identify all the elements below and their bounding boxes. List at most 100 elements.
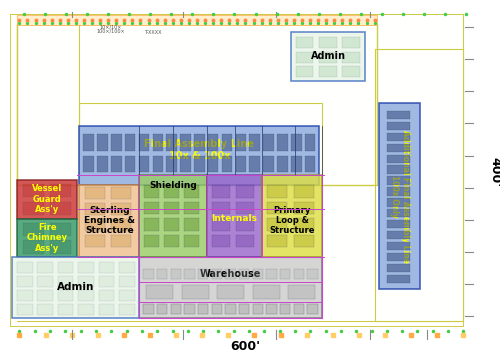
Text: Sterling
Engines &
Structure: Sterling Engines & Structure	[84, 206, 135, 235]
Bar	[277, 156, 287, 172]
Text: 10×/10×: 10×/10×	[100, 25, 122, 30]
Bar	[212, 304, 222, 314]
Bar	[12, 257, 140, 318]
Bar	[184, 185, 200, 198]
Bar	[252, 285, 280, 299]
Bar	[171, 269, 181, 279]
Bar	[38, 262, 53, 273]
Bar	[342, 37, 360, 48]
Bar	[239, 304, 250, 314]
Bar	[305, 156, 316, 172]
Bar	[294, 235, 314, 247]
Text: Admin: Admin	[310, 51, 346, 61]
Bar	[268, 218, 287, 231]
Bar	[386, 275, 410, 283]
Bar	[184, 202, 200, 214]
Bar	[17, 262, 32, 273]
Bar	[17, 219, 77, 257]
Text: Fire
Chimney
Ass'y: Fire Chimney Ass'y	[26, 223, 68, 253]
Bar	[80, 126, 320, 185]
Bar	[111, 134, 122, 150]
Bar	[194, 156, 204, 172]
Bar	[212, 235, 230, 247]
Bar	[291, 156, 302, 172]
Bar	[290, 32, 365, 81]
Bar	[268, 185, 287, 198]
Bar	[17, 180, 77, 219]
Bar	[288, 285, 315, 299]
Bar	[252, 269, 263, 279]
Bar	[84, 156, 94, 172]
Bar	[50, 201, 71, 215]
Bar	[208, 134, 218, 150]
Bar	[98, 276, 114, 287]
Bar	[85, 203, 105, 215]
Text: Admin: Admin	[58, 282, 94, 292]
Bar	[98, 134, 108, 150]
Bar	[17, 24, 80, 257]
Bar	[386, 209, 410, 217]
Bar	[22, 184, 44, 197]
Bar	[296, 52, 314, 63]
Bar	[112, 203, 132, 215]
Bar	[386, 220, 410, 228]
Bar	[319, 37, 336, 48]
Bar	[119, 262, 134, 273]
Bar	[80, 103, 322, 257]
Bar	[98, 262, 114, 273]
Bar	[226, 304, 236, 314]
Bar	[78, 276, 94, 287]
Bar	[80, 185, 140, 257]
Bar	[171, 304, 181, 314]
Bar	[164, 235, 180, 247]
Bar	[386, 198, 410, 206]
Bar	[198, 304, 208, 314]
Bar	[139, 134, 149, 150]
Bar	[78, 304, 94, 315]
Bar	[164, 218, 180, 231]
Bar	[236, 185, 254, 198]
Bar	[157, 269, 168, 279]
Bar	[50, 240, 71, 254]
Bar	[386, 133, 410, 141]
Bar	[212, 269, 222, 279]
Text: Additional Final Assembly Line
100x Only: Additional Final Assembly Line 100x Only	[390, 130, 409, 263]
Bar	[212, 218, 230, 231]
Bar	[342, 67, 360, 78]
Bar	[236, 218, 254, 231]
Bar	[22, 240, 44, 254]
Bar	[146, 285, 173, 299]
Bar	[194, 134, 204, 150]
Bar	[144, 235, 160, 247]
Text: 400': 400'	[488, 156, 500, 187]
Bar	[22, 223, 44, 236]
Bar	[212, 202, 230, 214]
Bar	[17, 304, 32, 315]
Bar	[144, 202, 160, 214]
Bar	[144, 269, 154, 279]
Bar	[294, 185, 314, 198]
Bar	[38, 290, 53, 301]
Bar	[266, 269, 277, 279]
Bar	[386, 165, 410, 174]
Bar	[374, 49, 464, 321]
Bar	[111, 156, 122, 172]
Bar	[164, 202, 180, 214]
Bar	[38, 304, 53, 315]
Bar	[58, 304, 74, 315]
Bar	[157, 304, 168, 314]
Bar	[296, 67, 314, 78]
Bar	[236, 156, 246, 172]
Bar	[294, 304, 304, 314]
Bar	[58, 276, 74, 287]
Bar	[166, 134, 177, 150]
Bar	[98, 290, 114, 301]
Bar	[268, 202, 287, 214]
Bar	[386, 264, 410, 272]
Bar	[112, 219, 132, 231]
Bar	[17, 24, 377, 185]
Bar	[180, 156, 191, 172]
Bar	[222, 134, 232, 150]
Bar	[294, 202, 314, 214]
Text: T-XXXX: T-XXXX	[144, 30, 162, 35]
